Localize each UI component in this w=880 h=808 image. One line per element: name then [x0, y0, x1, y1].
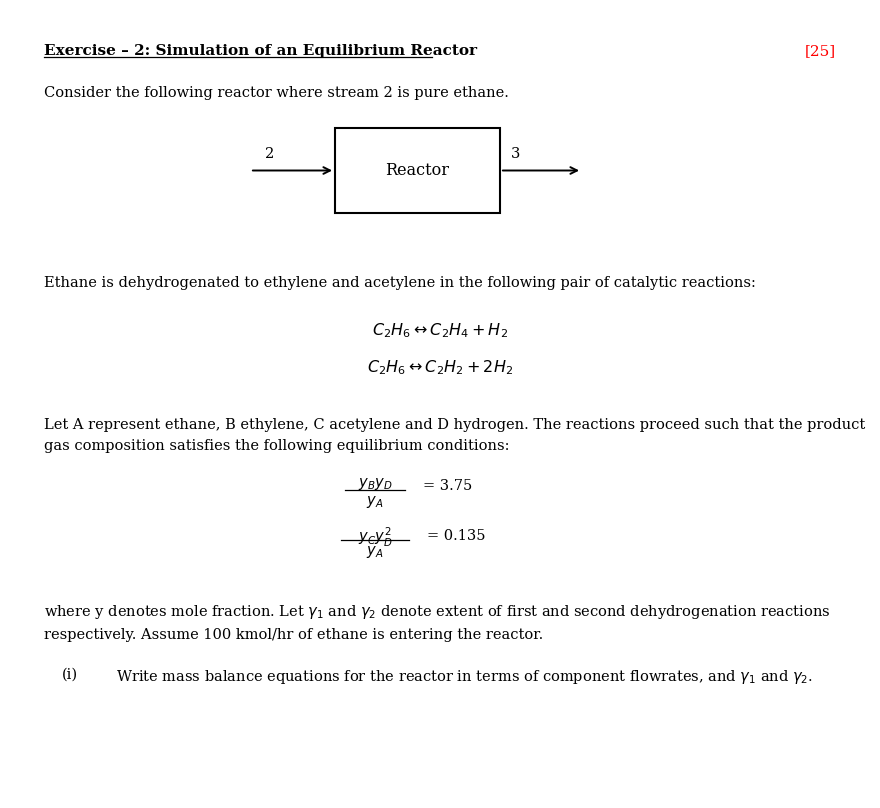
- Text: Write mass balance equations for the reactor in terms of component flowrates, an: Write mass balance equations for the rea…: [116, 668, 813, 686]
- Text: = 3.75: = 3.75: [423, 479, 473, 493]
- Text: $y_A$: $y_A$: [366, 544, 384, 560]
- Text: 3: 3: [511, 148, 521, 162]
- Text: $y_A$: $y_A$: [366, 494, 384, 510]
- Text: Reactor: Reactor: [385, 162, 450, 179]
- Text: Let A represent ethane, B ethylene, C acetylene and D hydrogen. The reactions pr: Let A represent ethane, B ethylene, C ac…: [44, 418, 865, 452]
- Text: Ethane is dehydrogenated to ethylene and acetylene in the following pair of cata: Ethane is dehydrogenated to ethylene and…: [44, 276, 756, 290]
- Text: $y_Cy_D^2$: $y_Cy_D^2$: [357, 526, 392, 549]
- Bar: [335, 128, 500, 213]
- Text: 2: 2: [266, 148, 275, 162]
- Text: $y_By_D$: $y_By_D$: [358, 476, 392, 492]
- Text: $C_2H_6 \leftrightarrow C_2H_4 + H_2$: $C_2H_6 \leftrightarrow C_2H_4 + H_2$: [372, 321, 508, 339]
- Text: (i): (i): [62, 668, 78, 682]
- Text: where y denotes mole fraction. Let $\gamma_1$ and $\gamma_2$ denote extent of fi: where y denotes mole fraction. Let $\gam…: [44, 603, 831, 642]
- Text: Exercise – 2: Simulation of an Equilibrium Reactor: Exercise – 2: Simulation of an Equilibri…: [44, 44, 477, 58]
- Text: $C_2H_6 \leftrightarrow C_2H_2 + 2H_2$: $C_2H_6 \leftrightarrow C_2H_2 + 2H_2$: [367, 358, 513, 377]
- Text: = 0.135: = 0.135: [427, 529, 486, 543]
- Text: Consider the following reactor where stream 2 is pure ethane.: Consider the following reactor where str…: [44, 86, 509, 100]
- Text: [25]: [25]: [805, 44, 836, 58]
